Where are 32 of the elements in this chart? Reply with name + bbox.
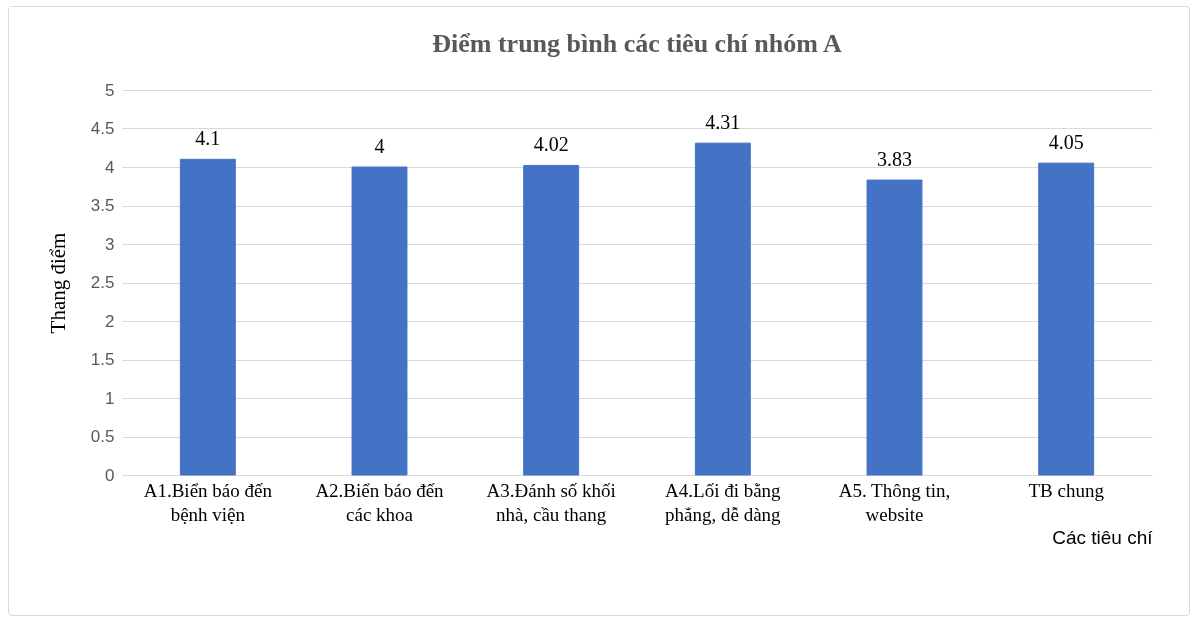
y-tick-label: 5 <box>105 80 115 100</box>
data-label: 4.02 <box>533 133 569 156</box>
bar <box>523 164 580 476</box>
data-label: 4.31 <box>705 111 741 134</box>
bar <box>179 158 236 476</box>
y-tick-label: 4 <box>105 157 115 177</box>
bar <box>1038 162 1095 476</box>
x-tick-label: A4.Lối đi bằng phẳng, dễ dàng <box>665 479 782 525</box>
x-tick-label: A3.Đánh số khối nhà, cầu thang <box>486 479 616 525</box>
y-axis-title: Thang điểm <box>45 232 70 334</box>
data-label: 4 <box>374 135 385 157</box>
x-tick-label: A1.Biển báo đến bệnh viện <box>143 479 273 525</box>
x-tick-label: A5. Thông tin, website <box>838 479 951 525</box>
y-tick-label: 0 <box>105 465 115 485</box>
data-label: 3.83 <box>877 148 912 171</box>
data-label: 4.05 <box>1048 131 1084 154</box>
x-tick-label: A2.Biển báo đến các khoa <box>315 479 445 525</box>
chart-title: Điểm trung bình các tiêu chí nhóm A <box>432 29 842 58</box>
bar <box>351 166 408 476</box>
y-tick-label: 3.5 <box>90 196 115 215</box>
y-tick-label: 0.5 <box>90 427 115 446</box>
bar <box>866 179 923 476</box>
y-tick-label: 2 <box>105 311 115 331</box>
x-axis-title: Các tiêu chí <box>1052 526 1154 548</box>
bar <box>694 142 751 476</box>
y-tick-label: 4.5 <box>90 119 115 138</box>
x-tick-label: TB chung <box>1028 479 1105 501</box>
data-label: 4.1 <box>195 127 221 150</box>
y-tick-label: 2.5 <box>90 273 115 292</box>
y-tick-label: 1.5 <box>90 350 115 369</box>
y-tick-label: 3 <box>105 234 115 254</box>
y-tick-label: 1 <box>105 388 115 408</box>
